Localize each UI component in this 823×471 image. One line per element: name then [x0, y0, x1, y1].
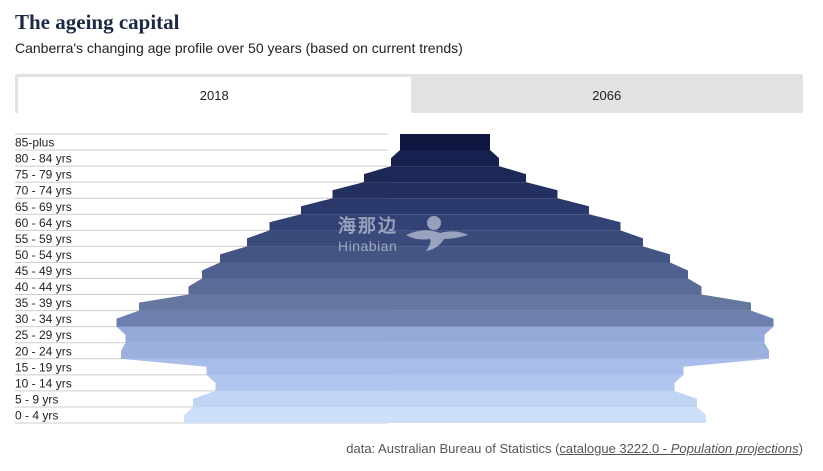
pyramid-band: [269, 214, 621, 231]
age-label: 85-plus: [15, 136, 54, 150]
age-label: 15 - 19 yrs: [15, 360, 72, 374]
source-link[interactable]: catalogue 3222.0 - Population projection…: [559, 441, 798, 456]
age-label: 5 - 9 yrs: [15, 392, 58, 406]
chart-title: The ageing capital: [15, 10, 180, 34]
pyramid-band: [364, 166, 526, 183]
chart-subtitle: Canberra's changing age profile over 50 …: [15, 40, 463, 56]
age-label: 75 - 79 yrs: [15, 168, 72, 182]
year-tabs: 2018 2066: [15, 74, 803, 113]
pyramid-band: [116, 310, 774, 327]
age-label: 80 - 84 yrs: [15, 152, 72, 166]
pyramid-band: [193, 390, 697, 407]
pyramid-band: [116, 326, 774, 343]
age-label: 55 - 59 yrs: [15, 232, 72, 246]
age-label: 60 - 64 yrs: [15, 216, 72, 230]
pyramid-band: [391, 150, 499, 167]
age-label: 70 - 74 yrs: [15, 184, 72, 198]
tab-2018[interactable]: 2018: [18, 77, 411, 113]
age-label: 20 - 24 yrs: [15, 344, 72, 358]
pyramid-band: [188, 278, 702, 295]
pyramid-band: [220, 246, 670, 263]
pyramid-band: [121, 342, 769, 359]
tab-2066[interactable]: 2066: [592, 87, 622, 103]
age-label: 10 - 14 yrs: [15, 376, 72, 390]
age-label: 50 - 54 yrs: [15, 248, 72, 262]
pyramid-band: [139, 294, 751, 311]
source-link-part1: catalogue 3222.0 -: [559, 441, 671, 456]
pyramid-band: [206, 374, 684, 391]
pyramid-band: [184, 406, 706, 423]
pyramid-band: [301, 198, 589, 215]
pyramid-band: [121, 358, 769, 375]
pyramid-band: [247, 230, 643, 247]
pyramid-band: [202, 262, 688, 279]
pyramid-band: [332, 182, 558, 199]
age-label: 35 - 39 yrs: [15, 296, 72, 310]
age-label: 0 - 4 yrs: [15, 409, 58, 423]
age-label: 25 - 29 yrs: [15, 328, 72, 342]
age-label: 40 - 44 yrs: [15, 280, 72, 294]
source-note: data: Australian Bureau of Statistics (c…: [346, 441, 803, 456]
age-label: 45 - 49 yrs: [15, 264, 72, 278]
pyramid-band: [400, 134, 490, 151]
source-prefix: data: Australian Bureau of Statistics (: [346, 441, 560, 456]
age-label: 65 - 69 yrs: [15, 200, 72, 214]
source-suffix: ): [798, 441, 803, 456]
age-label: 30 - 34 yrs: [15, 312, 72, 326]
source-link-part2: Population projections: [670, 441, 799, 456]
